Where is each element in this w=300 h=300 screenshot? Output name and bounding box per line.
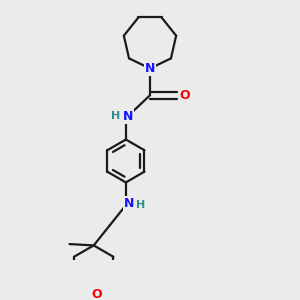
Text: H: H [111, 112, 120, 122]
Text: N: N [145, 62, 155, 75]
Text: N: N [124, 196, 134, 210]
Text: O: O [91, 288, 102, 300]
Text: H: H [136, 200, 145, 210]
Text: N: N [123, 110, 133, 123]
Text: O: O [179, 89, 190, 102]
